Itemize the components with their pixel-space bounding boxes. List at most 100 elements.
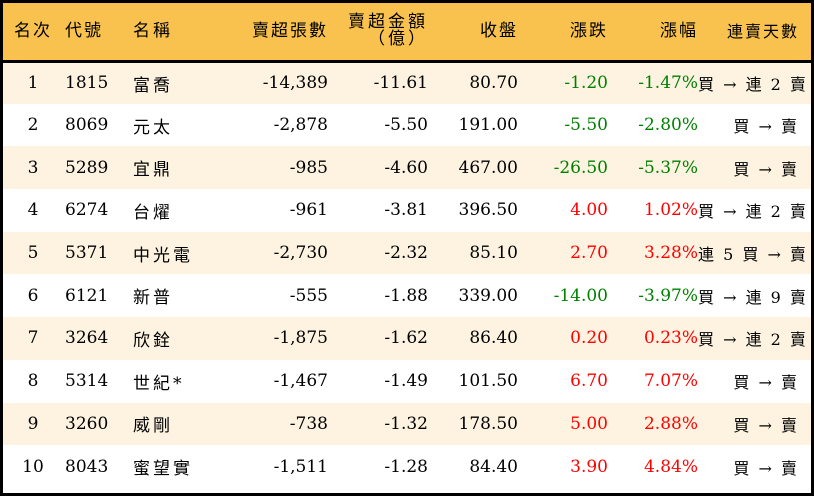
net-sell-amount-cell: -1.32 <box>384 413 428 434</box>
table-row: 8 5314 世紀* -1,467 -1.49 101.50 6.70 7.07% 買 → 賣 <box>3 359 811 403</box>
net-sell-lots-cell: -555 <box>289 285 328 306</box>
net-sell-lots-cell: -985 <box>289 157 328 178</box>
change-cell: -1.20 <box>564 73 608 94</box>
streak-cell: 連 5 買 → 賣 <box>698 245 808 265</box>
code-cell: 3260 <box>65 413 109 434</box>
net-sell-amount-cell: -1.62 <box>384 328 428 349</box>
rank-cell: 5 <box>27 243 39 264</box>
net-sell-lots-cell: -1,511 <box>273 456 328 477</box>
code-cell: 8043 <box>65 456 109 477</box>
change-cell: -5.50 <box>564 115 608 136</box>
streak-cell: 買 → 賣 <box>733 159 799 179</box>
change-pct-cell: -5.37% <box>638 157 698 178</box>
name-cell: 世紀* <box>133 373 185 394</box>
header-name: 名稱 <box>133 20 173 41</box>
rank-cell: 3 <box>27 157 39 178</box>
change-pct-cell: 7.07% <box>643 371 698 392</box>
table-row: 5 5371 中光電 -2,730 -2.32 85.10 2.70 3.28% 連 5 買 →… <box>3 231 811 275</box>
code-cell: 3264 <box>65 328 109 349</box>
rank-cell: 9 <box>27 413 39 434</box>
streak-cell: 買 → 賣 <box>733 373 799 393</box>
name-cell: 台燿 <box>133 202 173 223</box>
change-pct-cell: -2.80% <box>638 115 698 136</box>
change-cell: -26.50 <box>553 157 608 178</box>
change-pct-cell: 4.84% <box>643 456 698 477</box>
net-sell-amount-cell: -1.28 <box>384 456 428 477</box>
header-net-sell-amount: 賣超金額 （億） <box>328 3 428 61</box>
net-sell-amount-cell: -5.50 <box>384 115 428 136</box>
header-row: 名次 代號 名稱 賣超張數 賣超金額 （億） 收盤 漲跌 漲幅 連賣天數 <box>3 3 811 61</box>
name-cell: 富喬 <box>133 75 173 96</box>
close-cell: 85.10 <box>469 243 518 264</box>
net-sell-lots-cell: -1,467 <box>273 371 328 392</box>
table-row: 6 6121 新普 -555 -1.88 339.00 -14.00 -3.97% 買 → 連 … <box>3 274 811 318</box>
header-net-sell-amount-line2: （億） <box>368 29 428 50</box>
header-code: 代號 <box>65 20 103 41</box>
streak-cell: 買 → 連 2 賣 <box>698 202 808 222</box>
close-cell: 178.50 <box>458 413 518 434</box>
name-cell: 欣銓 <box>133 330 173 351</box>
net-sell-ranking-table: 名次 代號 名稱 賣超張數 賣超金額 （億） 收盤 漲跌 漲幅 連賣天數 1 18… <box>3 3 811 488</box>
close-cell: 339.00 <box>458 285 518 306</box>
close-cell: 467.00 <box>458 157 518 178</box>
rank-cell: 7 <box>27 328 39 349</box>
net-sell-lots-cell: -14,389 <box>262 73 328 94</box>
name-cell: 中光電 <box>133 245 193 266</box>
net-sell-lots-cell: -2,878 <box>273 115 328 136</box>
net-sell-lots-cell: -2,730 <box>273 243 328 264</box>
net-sell-lots-cell: -738 <box>289 413 328 434</box>
change-pct-cell: -1.47% <box>638 73 698 94</box>
table-row: 4 6274 台燿 -961 -3.81 396.50 4.00 1.02% 買 → 連 2 賣 <box>3 189 811 232</box>
header-close: 收盤 <box>480 20 518 41</box>
rank-cell: 2 <box>27 115 39 136</box>
table-body: 1 1815 富喬 -14,389 -11.61 80.70 -1.20 -1.47% 買 → … <box>3 61 811 488</box>
rank-cell: 4 <box>27 200 39 221</box>
rank-cell: 1 <box>27 73 39 94</box>
change-pct-cell: 1.02% <box>643 200 698 221</box>
table-row: 7 3264 欣銓 -1,875 -1.62 86.40 0.20 0.23% 買 → 連 2 … <box>3 317 811 360</box>
streak-cell: 買 → 賣 <box>733 458 799 478</box>
change-cell: -14.00 <box>553 285 608 306</box>
code-cell: 1815 <box>65 73 109 94</box>
close-cell: 396.50 <box>458 200 518 221</box>
streak-cell: 買 → 連 2 賣 <box>698 330 808 350</box>
close-cell: 191.00 <box>458 115 518 136</box>
name-cell: 元太 <box>133 117 173 138</box>
code-cell: 6121 <box>65 285 109 306</box>
rank-cell: 10 <box>22 456 44 477</box>
change-pct-cell: 2.88% <box>643 413 698 434</box>
rank-cell: 6 <box>27 285 39 306</box>
change-pct-cell: 3.28% <box>643 243 698 264</box>
change-cell: 6.70 <box>570 371 608 392</box>
close-cell: 101.50 <box>458 371 518 392</box>
change-cell: 5.00 <box>570 413 608 434</box>
net-sell-lots-cell: -1,875 <box>273 328 328 349</box>
net-sell-amount-cell: -1.49 <box>384 371 428 392</box>
net-sell-amount-cell: -11.61 <box>373 73 428 94</box>
table-row: 9 3260 威剛 -738 -1.32 178.50 5.00 2.88% 買 → 賣 <box>3 402 811 446</box>
code-cell: 5371 <box>65 243 109 264</box>
code-cell: 5314 <box>65 371 109 392</box>
streak-cell: 買 → 賣 <box>733 415 799 435</box>
net-sell-lots-cell: -961 <box>289 200 328 221</box>
header-streak: 連賣天數 <box>726 21 799 41</box>
streak-cell: 買 → 賣 <box>733 117 799 137</box>
name-cell: 蜜望實 <box>133 459 193 480</box>
change-cell: 0.20 <box>570 328 608 349</box>
net-sell-amount-cell: -4.60 <box>384 157 428 178</box>
header-change-pct: 漲幅 <box>660 20 698 41</box>
change-cell: 4.00 <box>570 200 608 221</box>
table-row: 2 8069 元太 -2,878 -5.50 191.00 -5.50 -2.80% 買 → 賣 <box>3 103 811 147</box>
net-sell-amount-cell: -1.88 <box>384 285 428 306</box>
header-net-sell-amount-line1: 賣超金額 <box>348 12 428 33</box>
change-cell: 3.90 <box>570 456 608 477</box>
name-cell: 新普 <box>133 288 173 309</box>
streak-cell: 買 → 連 2 賣 <box>698 75 808 95</box>
header-rank: 名次 <box>14 20 52 41</box>
streak-cell: 買 → 連 9 賣 <box>698 287 808 307</box>
net-sell-amount-cell: -2.32 <box>384 243 428 264</box>
change-pct-cell: 0.23% <box>643 328 698 349</box>
net-sell-amount-cell: -3.81 <box>384 200 428 221</box>
rank-cell: 8 <box>27 371 39 392</box>
